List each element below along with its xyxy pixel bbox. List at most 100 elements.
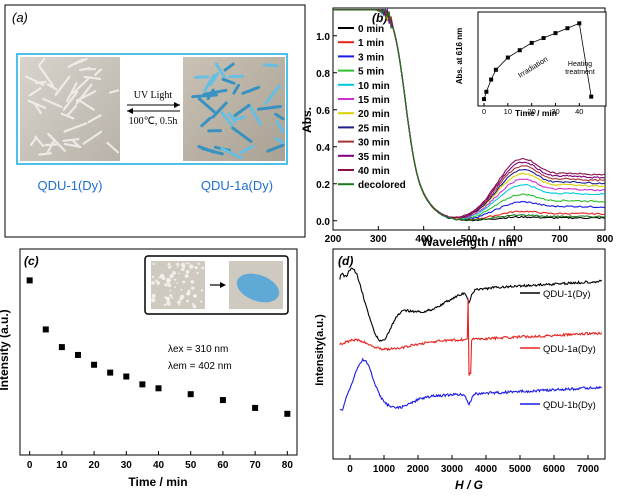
d-xtick-label: 2000 [407, 464, 430, 475]
panel-b-inset: 0 10 20 30 40 Time / min Abs. at 616 nm Irra… [455, 11, 607, 118]
d-legend-label: QDU-1b(Dy) [543, 400, 596, 411]
panel-c-inset-photos [144, 255, 289, 315]
c-annotation-ex: λex = 310 nm [168, 344, 228, 355]
b-ytick-label: 0.8 [316, 69, 330, 80]
c-data-point [107, 369, 114, 376]
b-legend-label: 40 min [358, 166, 390, 177]
crystals-photo-left [20, 57, 120, 161]
panel-d-label: (d) [338, 254, 353, 268]
c-data-point [91, 361, 98, 368]
c-xtick-label: 0 [27, 460, 33, 471]
c-data-point [139, 381, 146, 388]
d-ylabel: Intensity(a.u.) [314, 314, 326, 386]
d-series-line [339, 298, 603, 376]
d-legend-label: QDU-1(Dy) [543, 289, 591, 300]
b-legend-label: 30 min [358, 138, 390, 149]
b-xtick-label: 700 [551, 234, 568, 245]
d-xtick-label: 1000 [373, 464, 396, 475]
d-xtick-label: 0 [347, 464, 353, 475]
c-xtick-label: 20 [89, 460, 101, 471]
b-xtick-label: 200 [325, 234, 342, 245]
b-series-line [333, 9, 605, 222]
d-series-line [339, 357, 602, 411]
c-xtick-label: 30 [121, 460, 133, 471]
b-legend-label: 20 min [358, 109, 390, 120]
inset-xtick-label: 20 [527, 107, 535, 116]
d-xtick-label: 6000 [543, 464, 566, 475]
c-xtick-label: 10 [56, 460, 68, 471]
c-data-point [123, 373, 130, 380]
c-xtick-label: 50 [185, 460, 197, 471]
c-xtick-label: 70 [250, 460, 262, 471]
inset-annotation-heating-2: treatment [565, 69, 595, 76]
b-ytick-label: 0.0 [316, 217, 330, 228]
inset-xlabel: Time / min [515, 108, 557, 118]
c-annotation-em: λem = 402 nm [168, 361, 232, 372]
d-xtick-label: 4000 [475, 464, 498, 475]
b-ytick-label: 0.4 [316, 143, 330, 154]
c-data-point [26, 277, 33, 284]
b-legend-label: 25 min [358, 123, 390, 134]
c-data-point [155, 385, 162, 392]
c-xtick-label: 60 [217, 460, 229, 471]
c-data-point [74, 351, 81, 358]
c-data-point [58, 344, 65, 351]
panel-a: (a) UV Light 100℃, 0.5h QDU-1(Dy) QDU-1a… [4, 4, 306, 238]
b-legend-label: 0 min [358, 24, 384, 35]
c-data-point [219, 397, 226, 404]
d-xtick-label: 3000 [441, 464, 464, 475]
b-xtick-label: 500 [461, 234, 478, 245]
b-xtick-label: 800 [597, 234, 614, 245]
inset-ylabel: Abs. at 616 nm [455, 28, 464, 84]
inset-line [483, 22, 592, 100]
b-series-line [333, 8, 605, 219]
d-legend-label: QDU-1a(Dy) [543, 344, 596, 355]
panel-d-plot-frame [332, 248, 606, 460]
c-data-point [42, 326, 49, 333]
d-xlabel: H / G [455, 478, 483, 492]
b-ytick-label: 0.2 [316, 180, 330, 191]
b-legend-label: decolored [358, 180, 406, 191]
c-data-point [187, 391, 194, 398]
c-xtick-label: 80 [282, 460, 294, 471]
crystals-photo-right [183, 57, 285, 161]
inset-xtick-label: 40 [575, 107, 583, 116]
d-xtick-label: 5000 [509, 464, 532, 475]
b-xtick-label: 600 [506, 234, 523, 245]
inset-xtick-label: 0 [482, 107, 486, 116]
b-legend-label: 15 min [358, 95, 390, 106]
arrow-text-top: UV Light [134, 90, 173, 101]
c-data-point [284, 410, 291, 417]
panel-d: (d) 0 1000 2000 3000 4000 5000 6000 7000 QDU-1(… [314, 248, 606, 492]
inset-annotation-heating-1: Heating [568, 61, 592, 68]
panel-c-label: (c) [24, 254, 39, 268]
panel-b: (b) 0.00.20.40.60.81.0 200 300 400 500 600 70… [300, 7, 614, 249]
b-legend-label: 1 min [358, 38, 384, 49]
panel-c: (c) 0 10 20 30 40 50 60 70 80 Intensity (a.u.) T… [0, 248, 298, 489]
b-legend-label: 10 min [358, 81, 390, 92]
panel-a-inner-frame [16, 53, 288, 165]
c-xtick-label: 40 [153, 460, 165, 471]
d-series-line [339, 267, 603, 343]
b-xtick-label: 400 [415, 234, 432, 245]
b-xtick-label: 300 [370, 234, 387, 245]
b-legend-label: 5 min [358, 67, 384, 78]
inset-xtick-label: 10 [504, 107, 512, 116]
b-ytick-label: 0.6 [316, 106, 330, 117]
panel-a-label: (a) [12, 10, 28, 25]
compound-name-left: QDU-1(Dy) [38, 178, 103, 193]
arrow-text-bottom: 100℃, 0.5h [129, 116, 178, 127]
b-xlabel: Wavelength / nm [422, 235, 517, 249]
inset-point [482, 97, 486, 102]
c-data-point [252, 404, 259, 411]
inset-xtick-label: 30 [551, 107, 559, 116]
b-legend-label: 35 min [358, 152, 390, 163]
reaction-arrows: UV Light 100℃, 0.5h [127, 90, 180, 127]
c-xlabel: Time / min [128, 475, 187, 489]
b-ytick-label: 1.0 [316, 32, 330, 43]
c-ylabel: Intensity (a.u.) [0, 309, 11, 390]
compound-name-right: QDU-1a(Dy) [201, 178, 273, 193]
d-xtick-label: 7000 [577, 464, 600, 475]
b-legend-label: 3 min [358, 52, 384, 63]
